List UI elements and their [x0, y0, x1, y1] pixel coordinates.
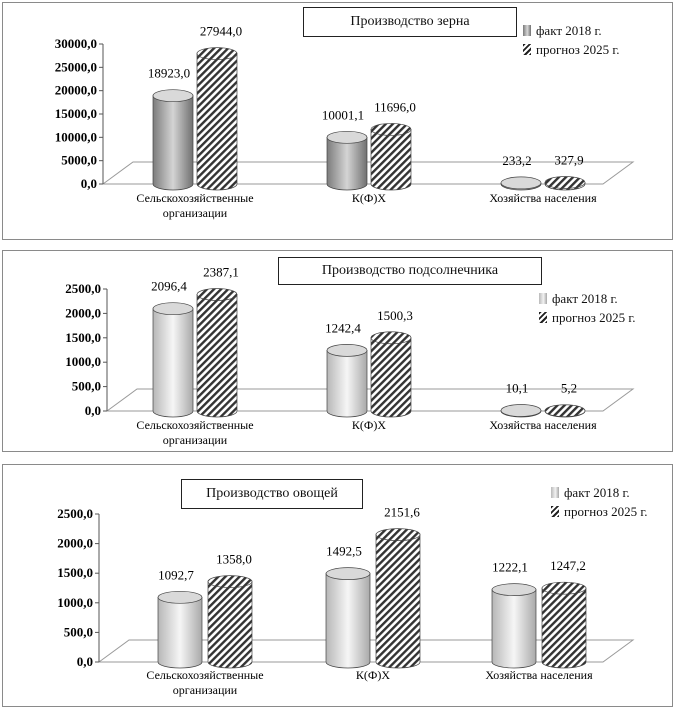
- category-label: Сельскохозяйственные: [136, 191, 253, 205]
- bar-forecast: [196, 47, 238, 191]
- y-tick-label: 1000,0: [57, 595, 93, 610]
- category-label: организации: [173, 683, 238, 697]
- data-label: 1492,5: [326, 544, 362, 559]
- y-tick-label: 1500,0: [57, 565, 93, 580]
- vegetables-chart-panel: 0,0 500,0 1000,0 1500,0 2000,0 2500,0 1092,7 13…: [2, 464, 673, 707]
- sunflower-chart-panel: 0,0 500,0 1000,0 1500,0 2000,0 2500,0 2096,4 23…: [2, 250, 673, 452]
- y-tick-label: 1500,0: [65, 330, 101, 345]
- legend-item-fact: факт 2018 г.: [523, 21, 620, 40]
- category-label: Сельскохозяйственные: [136, 418, 253, 432]
- y-tick-label: 30000,0: [55, 36, 97, 51]
- category-label: К(Ф)Х: [356, 668, 390, 682]
- grain-chart-panel: 0,0 5000,0 10000,0 15000,0 20000,0 25000,0 300…: [2, 2, 673, 240]
- legend-swatch-forecast: [523, 44, 531, 55]
- bar-fact: [500, 176, 542, 191]
- y-tick-label: 0,0: [85, 403, 101, 418]
- legend-swatch-forecast: [551, 506, 559, 517]
- data-label: 1358,0: [216, 552, 252, 567]
- legend-item-fact: факт 2018 г.: [551, 483, 648, 502]
- y-tick-label: 5000,0: [61, 153, 97, 168]
- legend-label-fact: факт 2018 г.: [536, 23, 602, 38]
- bar-fact: [325, 567, 371, 669]
- y-tick-label: 10000,0: [55, 129, 97, 144]
- sunflower-chart: 0,0 500,0 1000,0 1500,0 2000,0 2500,0 2096,4 23…: [65, 265, 635, 447]
- bar-fact: [500, 404, 542, 418]
- category-label: К(Ф)Х: [352, 418, 386, 432]
- bar-fact: [326, 130, 368, 191]
- legend-label-fact: факт 2018 г.: [552, 291, 618, 306]
- data-label: 1242,4: [325, 320, 361, 335]
- category-label: Хозяйства населения: [489, 418, 597, 432]
- y-tick-label: 15000,0: [55, 106, 97, 121]
- y-tick-label: 2500,0: [65, 281, 101, 296]
- bar-fact: [152, 89, 194, 191]
- y-tick-label: 500,0: [72, 379, 101, 394]
- data-label: 2096,4: [151, 279, 187, 294]
- y-tick-label: 25000,0: [55, 59, 97, 74]
- bar-forecast: [541, 581, 587, 669]
- data-label: 327,9: [554, 152, 583, 167]
- data-label: 2387,1: [203, 265, 239, 280]
- legend-swatch-fact: [551, 487, 559, 498]
- y-tick-label: 500,0: [64, 624, 93, 639]
- data-label: 1222,1: [492, 560, 528, 575]
- data-label: 2151,6: [384, 505, 420, 520]
- bar-forecast: [544, 176, 586, 191]
- bar-fact: [491, 583, 537, 669]
- data-label: 1500,3: [377, 308, 413, 323]
- data-label: 27944,0: [200, 24, 242, 39]
- legend-item-forecast: прогноз 2025 г.: [539, 308, 636, 327]
- data-label: 18923,0: [148, 66, 190, 81]
- bar-fact: [152, 302, 194, 418]
- bar-forecast: [544, 404, 586, 418]
- bar-forecast: [370, 331, 412, 418]
- chart-title: Производство подсолнечника: [278, 257, 542, 285]
- chart-floor: [105, 388, 635, 412]
- legend-swatch-forecast: [539, 312, 547, 323]
- legend-label-forecast: прогноз 2025 г.: [552, 310, 636, 325]
- legend-label-fact: факт 2018 г.: [564, 485, 630, 500]
- category-label: Хозяйства населения: [485, 668, 593, 682]
- category-label: К(Ф)Х: [352, 191, 386, 205]
- bar-forecast: [207, 575, 253, 669]
- y-tick-label: 0,0: [77, 654, 93, 669]
- chart-title: Производство овощей: [181, 479, 363, 509]
- legend-swatch-fact: [539, 293, 547, 304]
- legend-item-forecast: прогноз 2025 г.: [523, 40, 620, 59]
- y-tick-label: 2500,0: [57, 506, 93, 521]
- data-label: 11696,0: [374, 99, 416, 114]
- chart-title: Производство зерна: [303, 7, 517, 37]
- data-label: 1247,2: [550, 558, 586, 573]
- bar-forecast: [370, 123, 412, 191]
- category-label: организации: [163, 206, 228, 220]
- bar-forecast: [196, 288, 238, 418]
- y-tick-label: 20000,0: [55, 83, 97, 98]
- legend-item-fact: факт 2018 г.: [539, 289, 636, 308]
- legend-label-forecast: прогноз 2025 г.: [536, 42, 620, 57]
- legend: факт 2018 г. прогноз 2025 г.: [551, 483, 648, 521]
- legend: факт 2018 г. прогноз 2025 г.: [523, 21, 620, 59]
- legend-label-forecast: прогноз 2025 г.: [564, 504, 648, 519]
- y-tick-label: 1000,0: [65, 354, 101, 369]
- data-label: 10001,1: [322, 107, 364, 122]
- vegetables-chart: 0,0 500,0 1000,0 1500,0 2000,0 2500,0 1092,7 13…: [57, 505, 635, 697]
- category-label: Хозяйства населения: [489, 191, 597, 205]
- bar-fact: [326, 344, 368, 418]
- bar-forecast: [375, 528, 421, 669]
- y-tick-label: 0,0: [81, 176, 97, 191]
- legend-swatch-fact: [523, 25, 531, 36]
- y-tick-label: 2000,0: [57, 536, 93, 551]
- y-tick-label: 2000,0: [65, 305, 101, 320]
- category-label: Сельскохозяйственные: [146, 668, 263, 682]
- bar-fact: [157, 590, 203, 669]
- grain-chart: 0,0 5000,0 10000,0 15000,0 20000,0 25000,0 300…: [55, 24, 635, 220]
- data-label: 5,2: [561, 381, 577, 396]
- legend-item-forecast: прогноз 2025 г.: [551, 502, 648, 521]
- data-label: 1092,7: [158, 567, 194, 582]
- category-label: организации: [163, 433, 228, 447]
- legend: факт 2018 г. прогноз 2025 г.: [539, 289, 636, 327]
- data-label: 10,1: [506, 381, 529, 396]
- data-label: 233,2: [502, 153, 531, 168]
